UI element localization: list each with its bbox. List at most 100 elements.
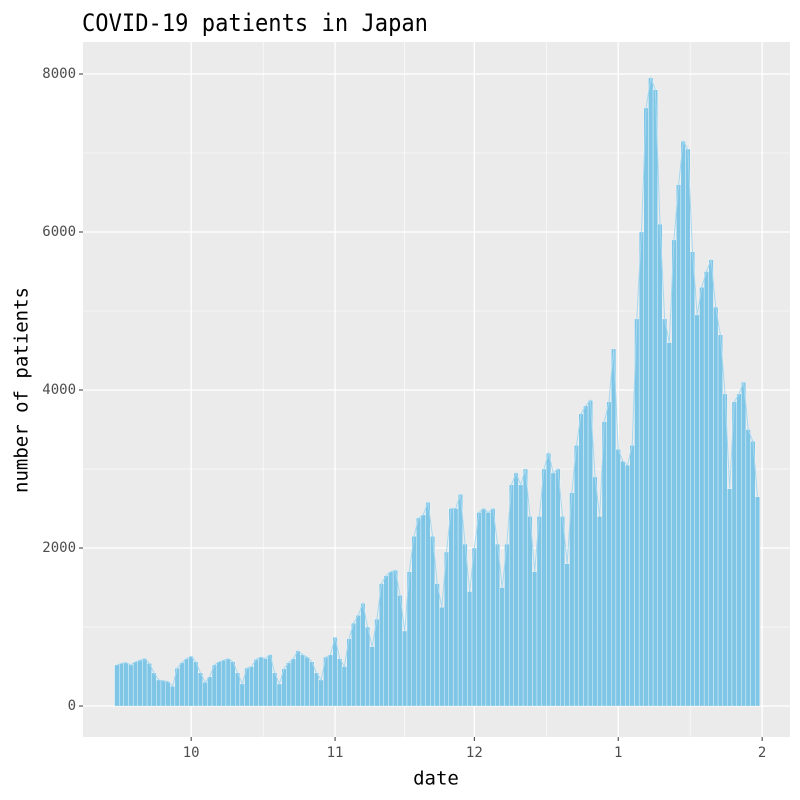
bar bbox=[662, 318, 668, 707]
bar bbox=[495, 543, 501, 707]
bar bbox=[611, 348, 617, 707]
bar bbox=[179, 662, 185, 707]
bar bbox=[550, 472, 556, 707]
x-tick-label: 1 bbox=[614, 745, 622, 761]
bar bbox=[300, 654, 306, 707]
bar bbox=[146, 663, 152, 707]
bar bbox=[634, 318, 640, 707]
bar bbox=[652, 89, 658, 707]
x-axis-title: date bbox=[413, 768, 459, 790]
x-tick-label: 11 bbox=[327, 745, 344, 761]
bar bbox=[597, 516, 603, 707]
x-tick-label: 2 bbox=[758, 745, 766, 761]
bar bbox=[351, 622, 357, 707]
bar bbox=[165, 681, 171, 707]
bar bbox=[694, 314, 700, 707]
bar bbox=[745, 429, 751, 707]
bar bbox=[620, 460, 626, 707]
bar bbox=[286, 662, 292, 707]
bar bbox=[564, 563, 570, 707]
bar bbox=[151, 672, 157, 707]
bar bbox=[365, 626, 371, 707]
bar bbox=[671, 239, 677, 707]
bar bbox=[476, 512, 482, 707]
bar bbox=[123, 662, 129, 707]
y-tick-label: 8000 bbox=[42, 66, 76, 82]
bar bbox=[378, 583, 384, 707]
bar bbox=[708, 259, 714, 707]
bar bbox=[332, 637, 338, 707]
bar bbox=[114, 664, 120, 707]
bar bbox=[309, 661, 315, 707]
bar bbox=[128, 664, 134, 707]
bar bbox=[481, 508, 487, 707]
bar bbox=[318, 679, 324, 707]
bar bbox=[462, 543, 468, 707]
bar bbox=[606, 401, 612, 707]
bar bbox=[717, 334, 723, 707]
bar bbox=[360, 603, 366, 707]
bar bbox=[490, 508, 496, 707]
bar bbox=[643, 107, 649, 707]
bar bbox=[657, 223, 663, 707]
bar bbox=[750, 441, 756, 707]
bar bbox=[411, 535, 417, 707]
bar bbox=[119, 663, 125, 707]
bar bbox=[527, 516, 533, 707]
bar bbox=[434, 583, 440, 707]
bar bbox=[518, 484, 524, 707]
bar bbox=[722, 393, 728, 707]
y-tick-label: 6000 bbox=[42, 224, 76, 240]
bar bbox=[211, 664, 217, 707]
bar bbox=[216, 661, 222, 707]
bar bbox=[295, 650, 301, 707]
bar bbox=[615, 449, 621, 707]
bar bbox=[420, 514, 426, 707]
bar bbox=[676, 184, 682, 707]
bar bbox=[541, 468, 547, 707]
bar bbox=[225, 658, 231, 707]
bar bbox=[392, 569, 398, 707]
chart-title: COVID-19 patients in Japan bbox=[82, 9, 428, 37]
bar bbox=[513, 472, 519, 707]
bar bbox=[258, 656, 264, 707]
bar bbox=[578, 413, 584, 707]
bar bbox=[430, 535, 436, 707]
bar bbox=[132, 661, 138, 707]
bar bbox=[508, 484, 514, 707]
bar bbox=[156, 679, 162, 707]
bar bbox=[592, 476, 598, 707]
bar bbox=[137, 660, 143, 707]
bar bbox=[276, 683, 282, 707]
bar bbox=[388, 571, 394, 707]
bar bbox=[355, 615, 361, 707]
bar bbox=[573, 445, 579, 707]
bar bbox=[253, 659, 259, 707]
bar bbox=[327, 654, 333, 707]
bar bbox=[555, 468, 561, 707]
bar bbox=[755, 496, 761, 707]
bar bbox=[184, 658, 190, 707]
bar bbox=[685, 148, 691, 707]
bar bbox=[425, 502, 431, 707]
bar bbox=[690, 251, 696, 707]
bar bbox=[485, 512, 491, 707]
bar bbox=[337, 658, 343, 707]
bar bbox=[648, 77, 654, 707]
bar bbox=[448, 508, 454, 707]
bar bbox=[239, 683, 245, 707]
bar bbox=[314, 672, 319, 707]
bar bbox=[304, 656, 310, 707]
bar bbox=[638, 231, 644, 707]
bar bbox=[374, 618, 380, 707]
bar bbox=[453, 508, 459, 707]
y-tick-label: 4000 bbox=[42, 382, 76, 398]
bar bbox=[504, 543, 510, 707]
bar bbox=[587, 400, 593, 707]
bar bbox=[680, 140, 686, 707]
bar bbox=[536, 516, 542, 707]
bar bbox=[532, 571, 538, 707]
bar bbox=[262, 658, 268, 707]
bar bbox=[727, 488, 733, 707]
bar bbox=[202, 682, 208, 707]
